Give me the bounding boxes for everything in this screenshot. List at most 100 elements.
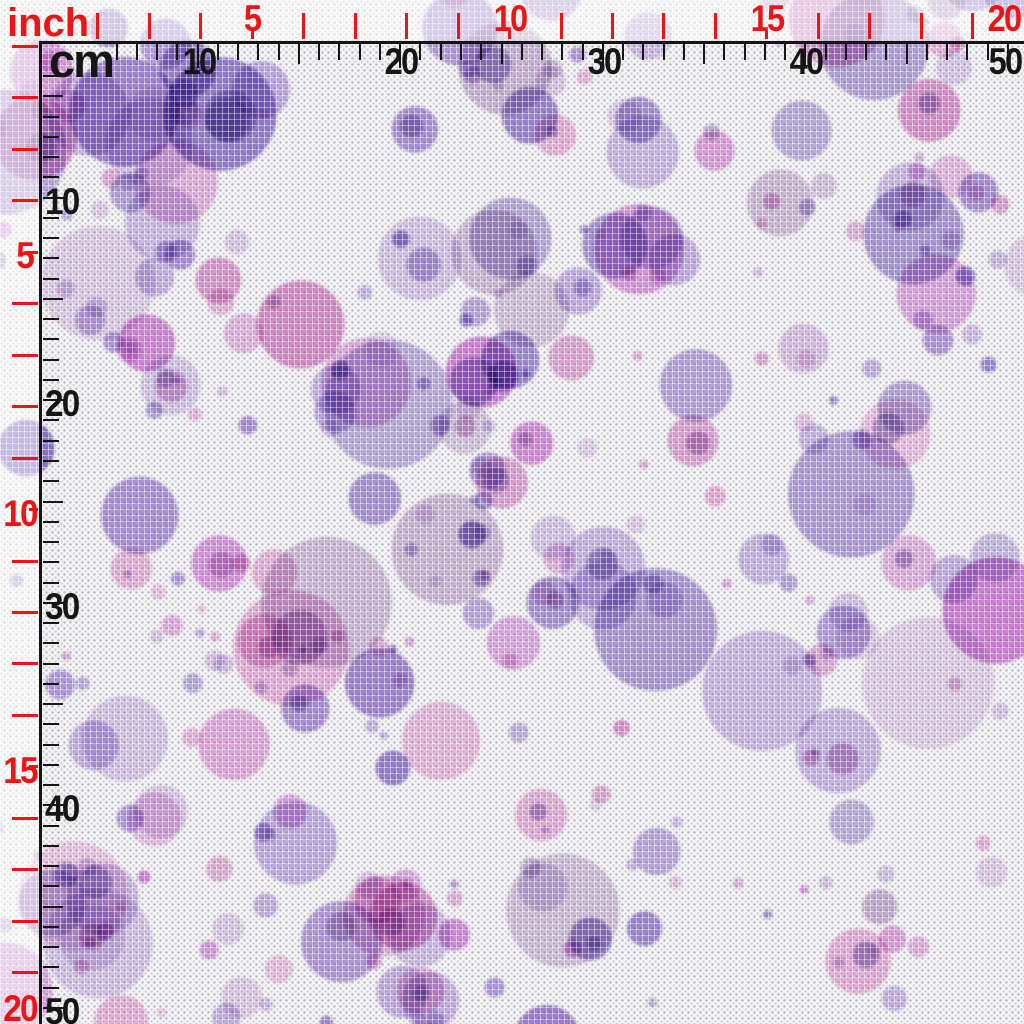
pattern-dot bbox=[752, 267, 763, 278]
pattern-dot bbox=[862, 889, 898, 925]
pattern-dot bbox=[123, 570, 132, 579]
cm-tick bbox=[43, 642, 59, 645]
cm-tick bbox=[43, 865, 59, 868]
cm-tick bbox=[622, 44, 625, 60]
cm-label: 30 bbox=[45, 585, 80, 627]
pattern-dot bbox=[755, 218, 767, 230]
cm-tick bbox=[43, 784, 59, 787]
pattern-dot bbox=[975, 835, 991, 851]
pattern-dot bbox=[195, 257, 242, 304]
pattern-dot bbox=[199, 940, 219, 960]
cm-tick bbox=[318, 44, 321, 60]
pattern-dot-inner bbox=[208, 551, 235, 579]
cm-tick bbox=[43, 135, 59, 138]
cm-tick bbox=[43, 439, 59, 442]
cm-tick bbox=[43, 75, 59, 78]
pattern-dot bbox=[437, 918, 470, 951]
pattern-dot bbox=[779, 573, 798, 592]
cm-tick bbox=[43, 459, 59, 462]
pattern-dot bbox=[404, 542, 418, 557]
cm-tick bbox=[581, 44, 584, 60]
pattern-dot bbox=[39, 51, 61, 74]
pattern-dot bbox=[738, 533, 789, 585]
cm-tick bbox=[480, 44, 483, 60]
pattern-dot bbox=[694, 130, 735, 171]
pattern-dot bbox=[563, 939, 582, 958]
cm-tick bbox=[804, 44, 807, 68]
inch-tick bbox=[12, 868, 38, 872]
pattern-dot bbox=[319, 1015, 333, 1024]
inch-tick bbox=[456, 13, 460, 39]
cm-tick bbox=[43, 885, 59, 888]
pattern-dot bbox=[961, 324, 983, 345]
pattern-dot bbox=[991, 702, 1009, 720]
pattern-dot bbox=[348, 472, 401, 525]
pattern-dot-inner bbox=[406, 247, 441, 282]
cm-tick bbox=[43, 723, 59, 726]
pattern-dot bbox=[45, 669, 75, 700]
pattern-dot bbox=[914, 152, 925, 163]
cm-tick bbox=[439, 44, 442, 60]
pattern-dot bbox=[198, 708, 270, 781]
cm-tick bbox=[520, 44, 523, 60]
pattern-dot bbox=[459, 313, 473, 327]
pattern-dot bbox=[197, 604, 206, 614]
cm-tick bbox=[43, 115, 59, 118]
cm-tick bbox=[784, 44, 787, 60]
cm-tick bbox=[844, 44, 847, 60]
cm-tick bbox=[43, 946, 59, 949]
inch-tick bbox=[12, 713, 38, 717]
cm-label: 40 bbox=[45, 788, 80, 830]
pattern-dot bbox=[798, 199, 816, 216]
cm-tick bbox=[43, 520, 59, 523]
pattern-dot-inner bbox=[573, 278, 592, 297]
cm-tick bbox=[986, 44, 989, 60]
cm-unit-label: cm bbox=[49, 34, 115, 87]
pattern-dot bbox=[401, 701, 480, 781]
inch-tick bbox=[12, 456, 38, 460]
pattern-dot bbox=[256, 280, 345, 369]
cm-tick bbox=[196, 44, 199, 68]
pattern-dot bbox=[94, 995, 149, 1024]
cm-tick bbox=[43, 763, 59, 766]
pattern-dot bbox=[778, 323, 829, 374]
pattern-dot-inner bbox=[454, 415, 476, 437]
cm-label: 50 bbox=[45, 991, 80, 1024]
cm-tick bbox=[824, 44, 827, 60]
pattern-dot-inner bbox=[155, 368, 175, 388]
pattern-dot bbox=[101, 168, 122, 189]
pattern-dot bbox=[1004, 236, 1024, 295]
pattern-dot bbox=[75, 304, 106, 336]
pattern-dot-inner bbox=[483, 467, 510, 494]
inch-label: 15 bbox=[3, 749, 38, 791]
cm-tick bbox=[541, 44, 544, 60]
cm-tick bbox=[662, 44, 665, 60]
inch-tick bbox=[12, 405, 38, 409]
cm-tick bbox=[925, 44, 928, 60]
pattern-dot bbox=[862, 359, 882, 378]
pattern-dot bbox=[43, 889, 153, 999]
pattern-dot bbox=[594, 568, 718, 692]
pattern-dot bbox=[976, 856, 1007, 888]
cm-tick bbox=[43, 95, 63, 98]
pattern-dot bbox=[599, 548, 616, 564]
pattern-dot bbox=[462, 597, 495, 629]
pattern-dot bbox=[212, 1003, 241, 1024]
pattern-dot bbox=[754, 351, 769, 366]
pattern-dot bbox=[659, 349, 733, 422]
pattern-dot bbox=[867, 944, 881, 957]
pattern-dot bbox=[61, 208, 73, 221]
cm-tick bbox=[43, 966, 59, 969]
pattern-dot-inner bbox=[400, 114, 423, 138]
pattern-dot-inner bbox=[826, 742, 859, 775]
pattern-dot bbox=[137, 870, 151, 884]
cm-tick bbox=[43, 500, 63, 503]
pattern-dot bbox=[209, 631, 220, 642]
cm-tick bbox=[763, 44, 766, 60]
pattern-dot bbox=[224, 229, 249, 255]
inch-tick bbox=[405, 13, 409, 39]
pattern-dot bbox=[207, 288, 235, 316]
pattern-dot bbox=[492, 79, 505, 92]
cm-tick bbox=[743, 44, 746, 60]
pattern-dot bbox=[704, 485, 726, 507]
